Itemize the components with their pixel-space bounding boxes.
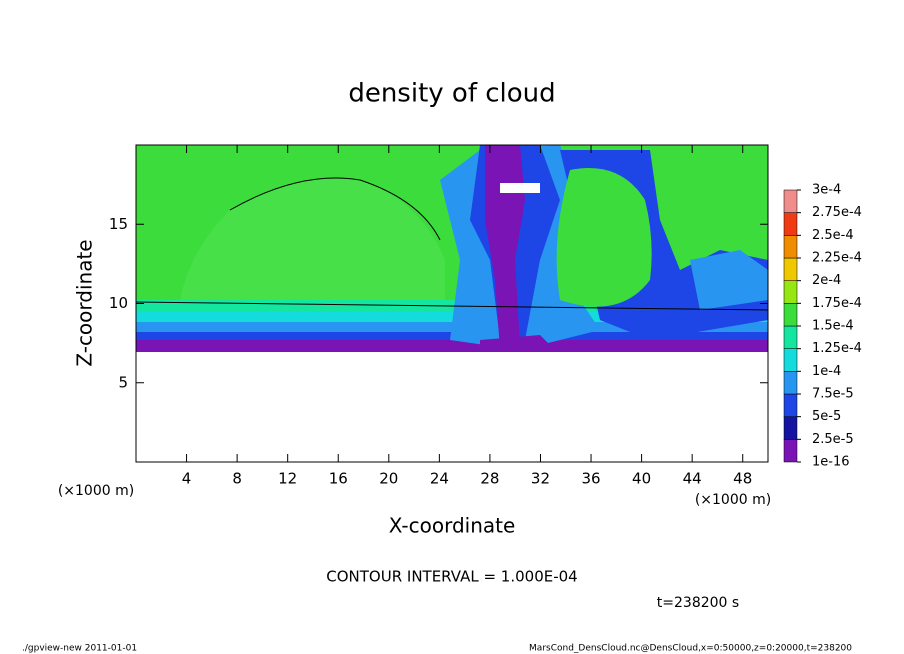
- x-tick-label: 4: [182, 470, 192, 488]
- chart-title: density of cloud: [348, 79, 555, 109]
- colorbar-label: 1.25e-4: [812, 341, 862, 356]
- colorbar-segment: [783, 325, 798, 349]
- colorbar-label: 1.75e-4: [812, 296, 862, 311]
- x-tick-label: 12: [278, 470, 297, 488]
- colorbar-segment: [783, 189, 798, 213]
- x-tick-label: 40: [632, 470, 651, 488]
- time-label: t=238200 s: [657, 595, 739, 611]
- colorbar-label: 2.5e-4: [812, 228, 854, 243]
- y-axis-label: Z-coordinate: [73, 239, 97, 366]
- colorbar-segment: [783, 280, 798, 304]
- x-axis-label: X-coordinate: [389, 514, 516, 538]
- x-tick-label: 16: [329, 470, 348, 488]
- y-tick-label: 10: [109, 294, 128, 312]
- x-tick-label: 32: [531, 470, 550, 488]
- colorbar-segment: [783, 371, 798, 395]
- colorbar-label: 7.5e-5: [812, 387, 854, 402]
- colorbar-segment: [783, 439, 798, 463]
- y-tick-label: 15: [109, 215, 128, 233]
- colorbar-label: 2.75e-4: [812, 205, 862, 220]
- colorbar-segment: [783, 303, 798, 327]
- colorbar-label: 3e-4: [812, 183, 841, 198]
- colorbar-label: 2e-4: [812, 273, 841, 288]
- y-tick-label: 5: [118, 373, 128, 391]
- x-unit-label: (×1000 m): [58, 483, 134, 499]
- contour-interval: CONTOUR INTERVAL = 1.000E-04: [326, 568, 577, 586]
- x-tick-label: 20: [379, 470, 398, 488]
- colorbar-label: 5e-5: [812, 409, 841, 424]
- colorbar-label: 1e-4: [812, 364, 841, 379]
- colorbar-segment: [783, 235, 798, 259]
- colorbar-label: 1.5e-4: [812, 319, 854, 334]
- x-tick-label: 44: [683, 470, 702, 488]
- colorbar-segment: [783, 212, 798, 236]
- colorbar-label: 2.25e-4: [812, 251, 862, 266]
- x-tick-label: 24: [430, 470, 449, 488]
- contour-field: [136, 145, 768, 462]
- x-tick-label: 48: [733, 470, 752, 488]
- footer-left: ./gpview-new 2011-01-01: [22, 644, 137, 654]
- footer-right: MarsCond_DensCloud.nc@DensCloud,x=0:5000…: [529, 644, 852, 654]
- colorbar-segment: [783, 393, 798, 417]
- x-unit-label: (×1000 m): [695, 492, 771, 508]
- colorbar-segment: [783, 416, 798, 440]
- x-tick-label: 28: [480, 470, 499, 488]
- colorbar-segment: [783, 257, 798, 281]
- x-tick-label: 36: [581, 470, 600, 488]
- colorbar-label: 2.5e-5: [812, 432, 854, 447]
- colorbar-segment: [783, 348, 798, 372]
- colorbar-label: 1e-16: [812, 455, 850, 470]
- x-tick-label: 8: [232, 470, 242, 488]
